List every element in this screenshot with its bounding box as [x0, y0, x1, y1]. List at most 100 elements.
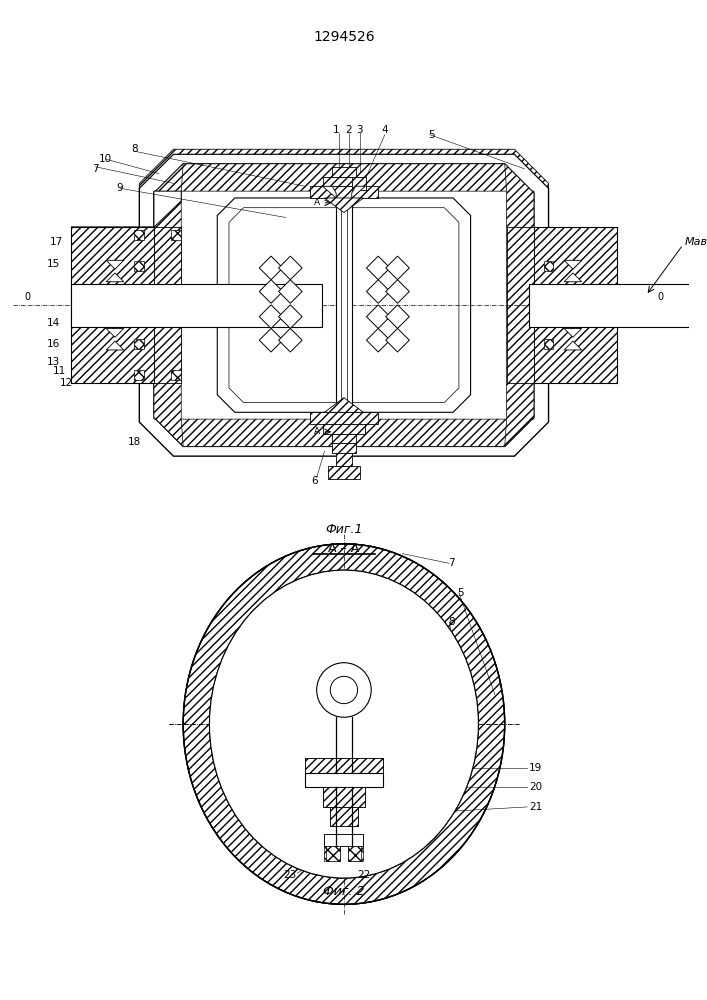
- Text: Фиг. 2: Фиг. 2: [323, 885, 365, 898]
- Bar: [325, 834, 363, 846]
- Bar: [325, 834, 363, 846]
- Text: 11: 11: [53, 366, 66, 376]
- Bar: [305, 773, 383, 787]
- Bar: [332, 434, 356, 443]
- Polygon shape: [106, 329, 124, 337]
- Bar: [71, 284, 322, 327]
- Polygon shape: [139, 149, 549, 188]
- Bar: [348, 846, 363, 861]
- Bar: [348, 846, 361, 861]
- Text: 1: 1: [333, 125, 339, 135]
- Text: 15: 15: [47, 259, 60, 269]
- Polygon shape: [564, 260, 582, 269]
- Polygon shape: [106, 341, 124, 350]
- Text: 3: 3: [356, 125, 363, 135]
- Text: 23: 23: [284, 870, 297, 880]
- Bar: [310, 412, 378, 424]
- Bar: [172, 230, 181, 240]
- Polygon shape: [279, 328, 302, 352]
- Polygon shape: [505, 164, 534, 446]
- Bar: [534, 227, 617, 383]
- Bar: [134, 261, 144, 271]
- Polygon shape: [229, 208, 459, 403]
- Polygon shape: [279, 256, 302, 280]
- Text: 0: 0: [658, 292, 664, 302]
- Text: 6: 6: [311, 476, 318, 486]
- Bar: [325, 846, 340, 861]
- Text: Фиг.1: Фиг.1: [325, 523, 363, 536]
- Bar: [328, 466, 360, 479]
- Polygon shape: [139, 154, 549, 456]
- Bar: [322, 424, 366, 434]
- Polygon shape: [325, 398, 363, 412]
- Bar: [351, 177, 366, 190]
- Text: 12: 12: [59, 378, 73, 388]
- Text: 10: 10: [99, 154, 112, 164]
- Polygon shape: [322, 186, 336, 198]
- Polygon shape: [154, 164, 183, 446]
- Bar: [134, 339, 144, 349]
- Text: 22: 22: [357, 870, 370, 880]
- Bar: [310, 186, 378, 198]
- Circle shape: [330, 676, 358, 704]
- Bar: [544, 261, 554, 271]
- Polygon shape: [154, 417, 534, 446]
- Bar: [336, 203, 351, 407]
- Polygon shape: [259, 305, 283, 328]
- Polygon shape: [279, 305, 302, 328]
- Polygon shape: [71, 191, 181, 227]
- Polygon shape: [279, 280, 302, 303]
- Circle shape: [317, 663, 371, 717]
- Polygon shape: [106, 273, 124, 282]
- Text: 1294526: 1294526: [313, 30, 375, 44]
- Text: А: А: [314, 198, 320, 207]
- Polygon shape: [106, 260, 124, 269]
- Text: 4: 4: [382, 125, 388, 135]
- Bar: [617, 291, 670, 319]
- Polygon shape: [325, 198, 363, 213]
- Bar: [507, 227, 534, 383]
- Text: 13: 13: [47, 357, 60, 367]
- Ellipse shape: [209, 570, 479, 878]
- Bar: [544, 339, 554, 349]
- Text: А – А: А – А: [328, 542, 360, 555]
- Bar: [341, 203, 347, 407]
- Text: 5: 5: [457, 588, 464, 598]
- Bar: [71, 227, 154, 383]
- Polygon shape: [259, 280, 283, 303]
- Bar: [330, 807, 358, 826]
- Text: 20: 20: [529, 782, 542, 792]
- Text: 8: 8: [448, 617, 455, 627]
- Text: 0: 0: [24, 292, 30, 302]
- Text: 9: 9: [117, 183, 123, 193]
- Bar: [332, 443, 356, 453]
- Polygon shape: [386, 256, 409, 280]
- Polygon shape: [386, 280, 409, 303]
- Polygon shape: [366, 256, 390, 280]
- Text: 2: 2: [346, 125, 352, 135]
- Polygon shape: [209, 724, 479, 878]
- Bar: [322, 787, 366, 807]
- Polygon shape: [386, 328, 409, 352]
- Polygon shape: [366, 305, 390, 328]
- Bar: [617, 288, 670, 323]
- Circle shape: [317, 663, 371, 717]
- Bar: [330, 807, 358, 826]
- Polygon shape: [259, 256, 283, 280]
- Polygon shape: [386, 305, 409, 328]
- Text: А: А: [314, 427, 320, 436]
- Text: 8: 8: [131, 144, 138, 154]
- Ellipse shape: [209, 570, 479, 878]
- Polygon shape: [217, 198, 471, 412]
- Polygon shape: [366, 328, 390, 352]
- Polygon shape: [154, 164, 534, 446]
- Text: 7: 7: [92, 164, 99, 174]
- Bar: [305, 773, 383, 787]
- Bar: [332, 167, 356, 177]
- Text: 17: 17: [50, 237, 63, 247]
- Bar: [529, 284, 707, 327]
- Polygon shape: [209, 724, 479, 878]
- Bar: [172, 370, 181, 380]
- Text: 5: 5: [428, 130, 435, 140]
- Bar: [322, 787, 366, 807]
